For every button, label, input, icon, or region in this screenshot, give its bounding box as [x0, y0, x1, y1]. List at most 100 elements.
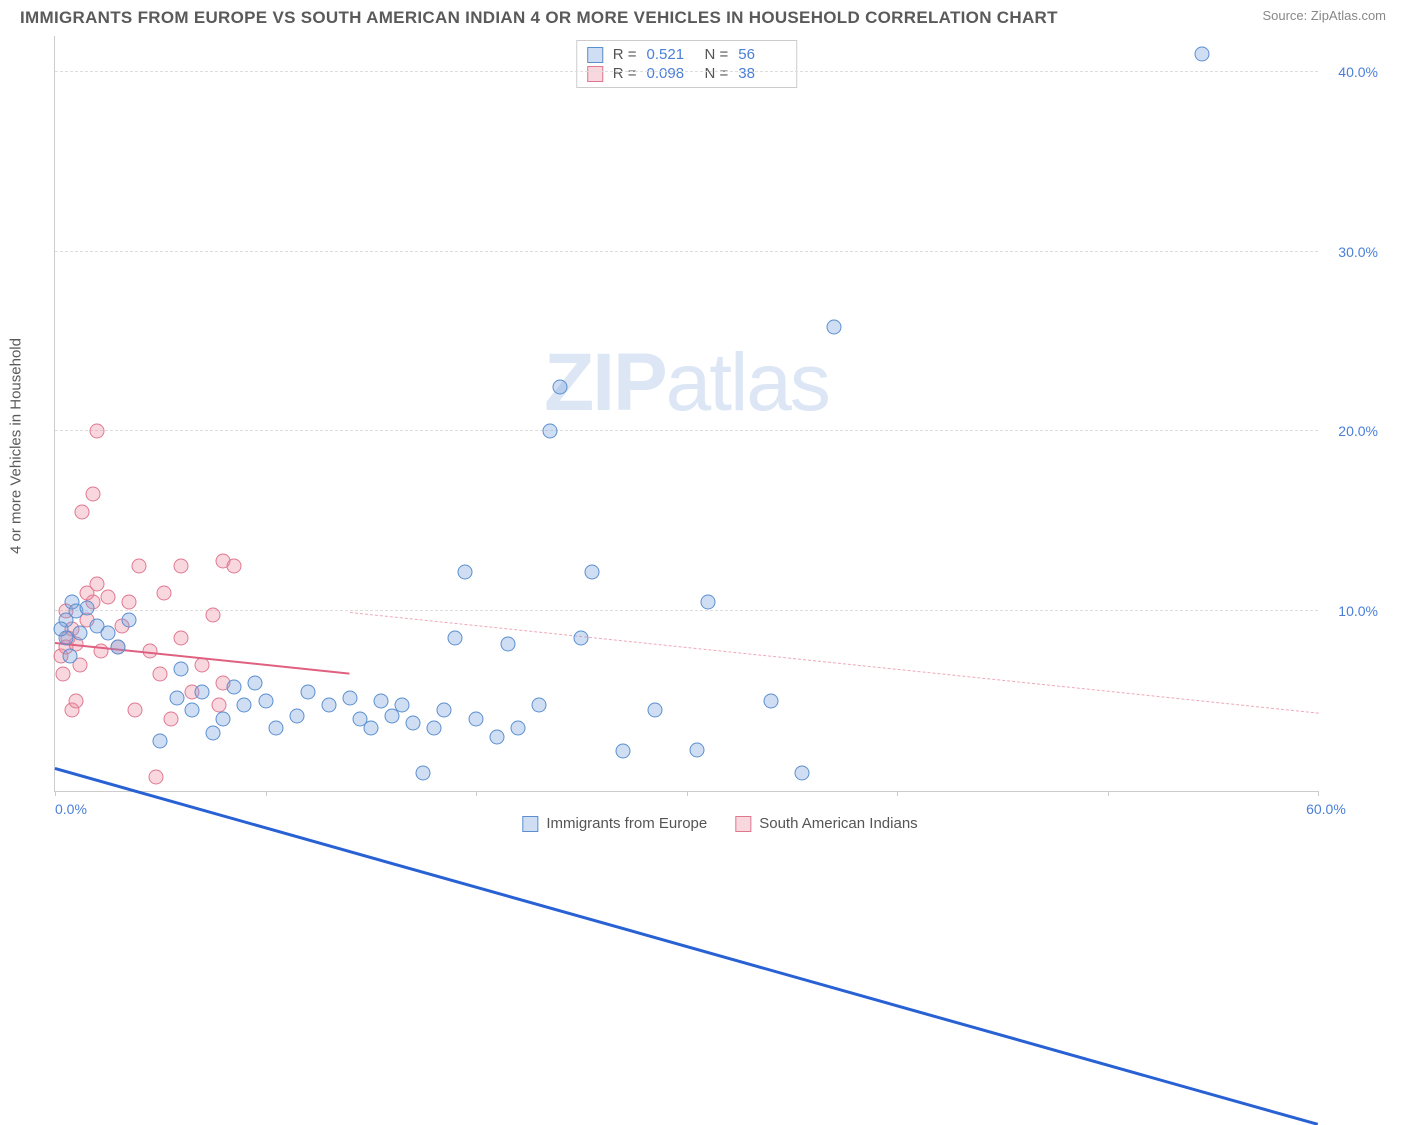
- y-axis-label: 4 or more Vehicles in Household: [8, 338, 25, 554]
- gridline: [55, 610, 1318, 611]
- data-point-blue: [73, 625, 88, 640]
- data-point-blue: [258, 694, 273, 709]
- data-point-pink: [75, 505, 90, 520]
- data-point-pink: [90, 424, 105, 439]
- data-point-blue: [500, 636, 515, 651]
- legend-label-blue: Immigrants from Europe: [546, 815, 707, 832]
- data-point-pink: [212, 697, 227, 712]
- data-point-pink: [153, 667, 168, 682]
- data-point-pink: [100, 589, 115, 604]
- data-point-blue: [300, 685, 315, 700]
- data-point-blue: [79, 600, 94, 615]
- data-point-blue: [616, 744, 631, 759]
- data-point-blue: [447, 631, 462, 646]
- data-point-blue: [469, 712, 484, 727]
- data-point-blue: [1195, 46, 1210, 61]
- data-point-blue: [121, 613, 136, 628]
- data-point-blue: [574, 631, 589, 646]
- data-point-blue: [62, 649, 77, 664]
- data-point-blue: [247, 676, 262, 691]
- data-point-blue: [216, 712, 231, 727]
- data-point-blue: [826, 320, 841, 335]
- data-point-blue: [153, 733, 168, 748]
- x-tick: [897, 791, 898, 796]
- y-tick-label: 20.0%: [1323, 423, 1378, 439]
- data-point-pink: [205, 607, 220, 622]
- data-point-pink: [56, 667, 71, 682]
- x-tick: [476, 791, 477, 796]
- watermark: ZIPatlas: [544, 336, 829, 430]
- data-point-pink: [174, 559, 189, 574]
- data-point-blue: [111, 640, 126, 655]
- data-point-blue: [416, 766, 431, 781]
- swatch-pink: [735, 816, 751, 832]
- gridline: [55, 430, 1318, 431]
- swatch-pink: [587, 66, 603, 82]
- data-point-blue: [532, 697, 547, 712]
- data-point-pink: [69, 694, 84, 709]
- swatch-blue: [587, 47, 603, 63]
- gridline: [55, 71, 1318, 72]
- data-point-pink: [163, 712, 178, 727]
- data-point-pink: [226, 559, 241, 574]
- data-point-blue: [170, 690, 185, 705]
- r-label: R =: [613, 65, 637, 82]
- data-point-blue: [237, 697, 252, 712]
- stats-row-pink: R = 0.098 N = 38: [587, 64, 787, 83]
- data-point-blue: [195, 685, 210, 700]
- y-tick-label: 30.0%: [1323, 244, 1378, 260]
- data-point-blue: [553, 379, 568, 394]
- data-point-blue: [763, 694, 778, 709]
- data-point-blue: [542, 424, 557, 439]
- data-point-blue: [395, 697, 410, 712]
- x-tick-label: 0.0%: [55, 801, 87, 817]
- data-point-blue: [174, 661, 189, 676]
- n-label: N =: [705, 65, 729, 82]
- data-point-blue: [374, 694, 389, 709]
- data-point-blue: [490, 730, 505, 745]
- data-point-blue: [321, 697, 336, 712]
- gridline: [55, 251, 1318, 252]
- trendline-pink-dashed: [350, 612, 1318, 714]
- data-point-blue: [269, 721, 284, 736]
- data-point-blue: [700, 595, 715, 610]
- n-value-blue: 56: [738, 46, 786, 63]
- x-tick-label: 60.0%: [1306, 801, 1346, 817]
- x-tick: [266, 791, 267, 796]
- n-value-pink: 38: [738, 65, 786, 82]
- r-value-pink: 0.098: [647, 65, 695, 82]
- x-tick: [687, 791, 688, 796]
- data-point-pink: [132, 559, 147, 574]
- legend-item-pink: South American Indians: [735, 815, 917, 832]
- stats-row-blue: R = 0.521 N = 56: [587, 45, 787, 64]
- legend-label-pink: South American Indians: [759, 815, 917, 832]
- data-point-blue: [437, 703, 452, 718]
- data-point-blue: [184, 703, 199, 718]
- data-point-blue: [584, 564, 599, 579]
- plot-area: ZIPatlas R = 0.521 N = 56 R = 0.098 N = …: [54, 36, 1318, 792]
- data-point-blue: [795, 766, 810, 781]
- data-point-pink: [127, 703, 142, 718]
- watermark-atlas: atlas: [666, 337, 829, 428]
- x-tick: [1318, 791, 1319, 796]
- x-tick: [1108, 791, 1109, 796]
- data-point-blue: [690, 742, 705, 757]
- data-point-pink: [121, 595, 136, 610]
- x-tick: [55, 791, 56, 796]
- stats-legend: R = 0.521 N = 56 R = 0.098 N = 38: [576, 40, 798, 88]
- n-label: N =: [705, 46, 729, 63]
- data-point-pink: [90, 577, 105, 592]
- y-tick-label: 40.0%: [1323, 64, 1378, 80]
- swatch-blue: [522, 816, 538, 832]
- data-point-blue: [226, 679, 241, 694]
- data-point-blue: [290, 708, 305, 723]
- bottom-legend: Immigrants from Europe South American In…: [522, 815, 917, 832]
- data-point-blue: [405, 715, 420, 730]
- data-point-blue: [426, 721, 441, 736]
- data-point-pink: [149, 769, 164, 784]
- data-point-blue: [205, 726, 220, 741]
- source-label: Source: ZipAtlas.com: [1262, 8, 1386, 23]
- chart-title: IMMIGRANTS FROM EUROPE VS SOUTH AMERICAN…: [20, 8, 1058, 28]
- data-point-blue: [54, 622, 69, 637]
- data-point-blue: [90, 618, 105, 633]
